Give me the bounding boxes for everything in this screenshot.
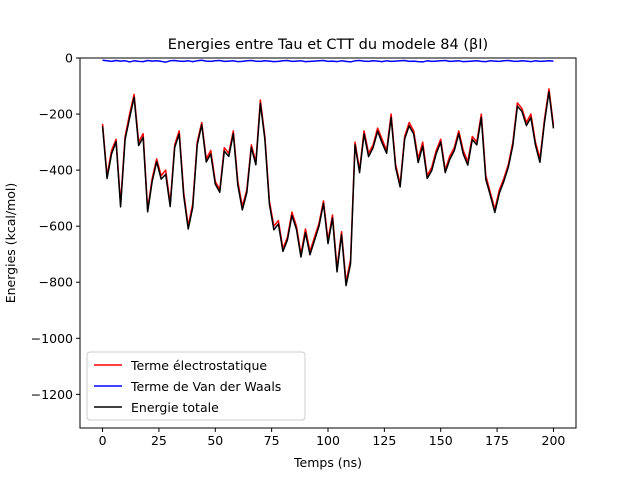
legend: Terme électrostatique Terme de Van der W… [86,351,306,421]
series-line-van-der-waals [102,59,554,63]
y-tick-label: 0 [65,51,73,66]
legend-box [86,351,306,421]
x-tick-label: 50 [207,433,223,448]
series-line-total-energy [101,90,555,287]
y-tick-label: −200 [39,107,73,122]
y-tick-label: −600 [39,219,73,234]
x-axis-label: Temps (ns) [293,455,362,470]
y-tick-label: −800 [39,275,73,290]
x-tick-label: 175 [485,433,509,448]
x-tick-label: 150 [429,433,453,448]
y-axis-label: Energies (kcal/mol) [3,183,18,304]
x-tick-label: 125 [372,433,396,448]
x-axis: 0 25 50 75 100 125 150 175 200 [99,428,566,448]
y-tick-label: −1200 [31,387,73,402]
chart-title: Energies entre Tau et CTT du modele 84 (… [168,37,488,53]
x-tick-label: 25 [151,433,167,448]
y-tick-label: −400 [39,163,73,178]
x-tick-label: 100 [316,433,340,448]
legend-label-van-der-waals: Terme de Van der Waals [130,379,281,394]
x-tick-label: 200 [542,433,566,448]
y-tick-label: −1000 [31,331,73,346]
x-tick-label: 75 [264,433,280,448]
legend-label-electrostatic: Terme électrostatique [130,358,267,373]
y-axis: 0 −200 −400 −600 −800 −1000 −1200 [31,51,80,402]
legend-label-total-energy: Energie totale [131,400,219,415]
x-tick-label: 0 [99,433,107,448]
series-layer [101,59,555,287]
